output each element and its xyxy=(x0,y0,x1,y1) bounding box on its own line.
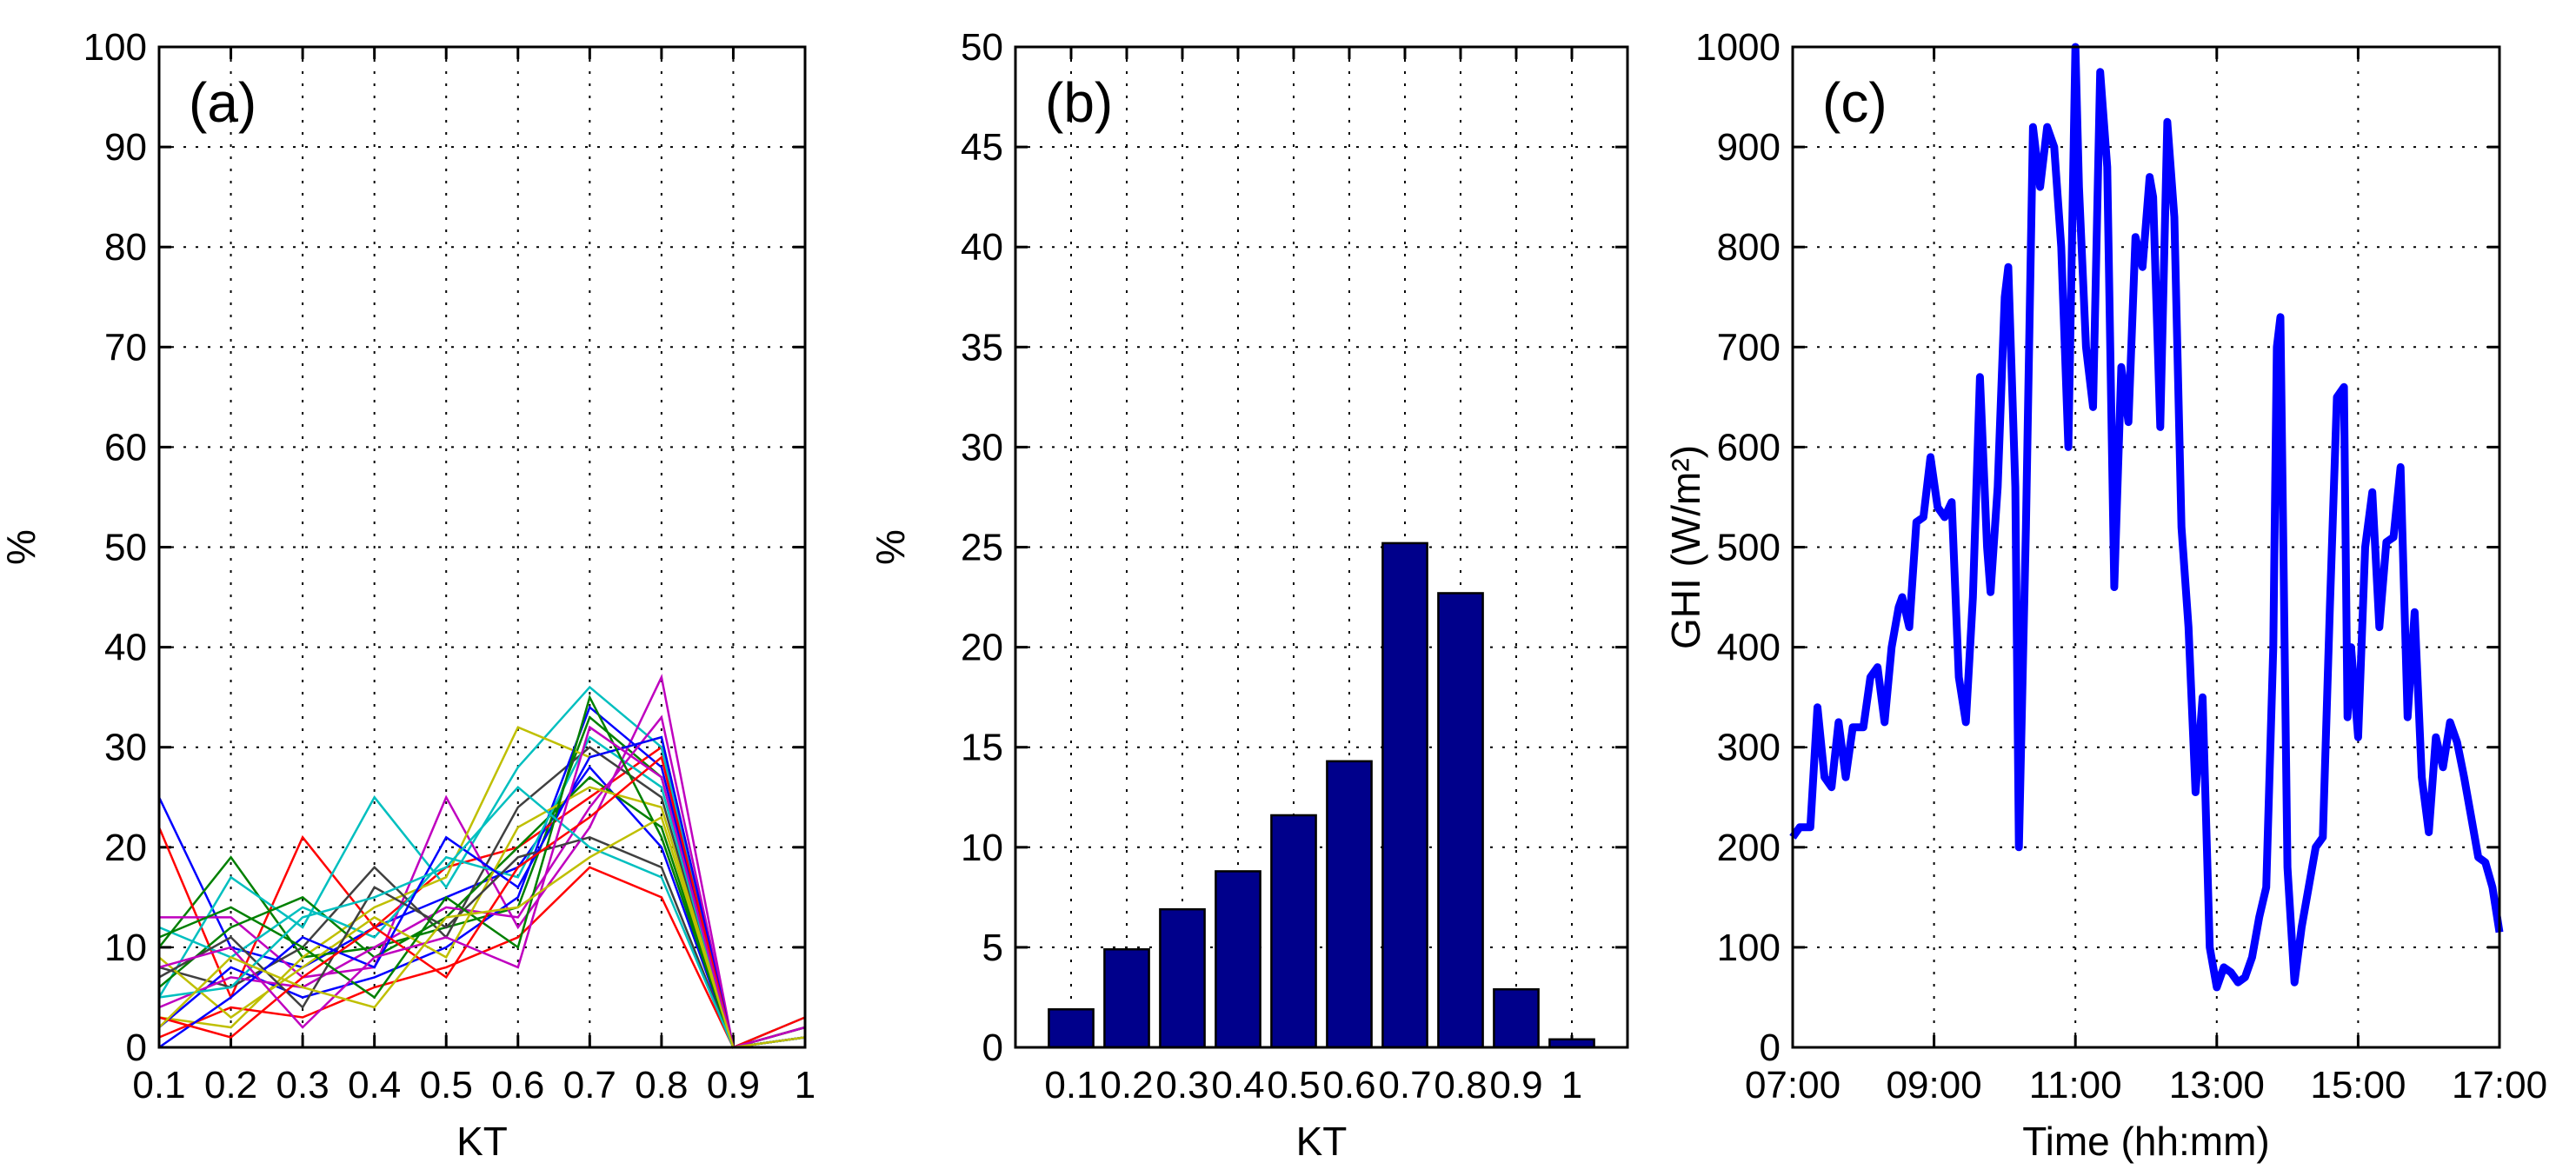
x-tick-label: 17:00 xyxy=(2452,1064,2547,1106)
y-axis-label: GHI (W/m²) xyxy=(1663,445,1708,649)
y-tick-label: 25 xyxy=(961,527,1003,569)
series-line xyxy=(158,775,806,1049)
y-tick-label: 20 xyxy=(961,627,1003,669)
bar xyxy=(1270,814,1317,1049)
x-tick-label: 13:00 xyxy=(2169,1064,2265,1106)
bar xyxy=(1493,987,1540,1049)
bar xyxy=(1437,592,1484,1049)
y-tick-label: 0 xyxy=(982,1027,1003,1069)
bar xyxy=(1159,907,1206,1049)
bar xyxy=(1326,760,1373,1049)
y-tick-label: 80 xyxy=(104,226,147,269)
series-line xyxy=(157,765,806,1049)
y-tick-label: 50 xyxy=(961,26,1003,69)
y-tick-label: 40 xyxy=(104,627,147,669)
x-tick-label: 0.8 xyxy=(1434,1064,1487,1106)
x-tick-label: 09:00 xyxy=(1887,1064,1982,1106)
chart-panel-a: 0 10 20 30 40 50 60 70 80 90 100 0.1 0.2 0.3 0.4 0.5 0.6… xyxy=(0,26,815,1164)
y-tick-label: 100 xyxy=(83,26,147,69)
y-tick-label: 35 xyxy=(961,326,1003,369)
bar xyxy=(1215,870,1261,1049)
series-line xyxy=(158,735,806,1049)
x-tick-label: 0.7 xyxy=(563,1064,616,1106)
x-tick-label: 0.2 xyxy=(1100,1064,1153,1106)
y-tick-label: 500 xyxy=(1717,527,1781,569)
y-axis-label: % xyxy=(868,529,913,565)
y-tick-label: 70 xyxy=(104,326,147,369)
series-line xyxy=(158,725,806,1049)
y-tick-label: 30 xyxy=(104,727,147,769)
x-tick-label: 0.1 xyxy=(1044,1064,1097,1106)
chart-panel-c: 0 100 200 300 400 500 600 700 800 900 1000 07:00 09:… xyxy=(1663,26,2547,1164)
plot-frame xyxy=(1791,45,2501,1049)
series-line xyxy=(158,815,806,1049)
y-tick-label: 0 xyxy=(1760,1027,1781,1069)
x-tick-label: 0.5 xyxy=(420,1064,473,1106)
series-line xyxy=(158,785,806,1049)
y-tick-label: 200 xyxy=(1717,827,1781,869)
x-tick-label: 0.1 xyxy=(132,1064,185,1106)
y-tick-label: 10 xyxy=(104,927,147,969)
series-line xyxy=(158,754,806,1049)
bar xyxy=(1103,947,1150,1049)
y-tick-label: 30 xyxy=(961,426,1003,468)
x-tick-label: 0.4 xyxy=(348,1064,401,1106)
y-tick-label: 300 xyxy=(1717,727,1781,769)
y-tick-label: 45 xyxy=(961,126,1003,169)
x-axis-label: KT xyxy=(1296,1119,1348,1164)
x-tick-label: 1 xyxy=(1561,1064,1582,1106)
x-tick-label: 0.7 xyxy=(1378,1064,1431,1106)
x-tick-label: 1 xyxy=(795,1064,815,1106)
x-tick-label: 15:00 xyxy=(2310,1064,2406,1106)
x-tick-label: 0.5 xyxy=(1267,1064,1320,1106)
x-tick-label: 0.3 xyxy=(1155,1064,1208,1106)
x-tick-label: 0.6 xyxy=(1322,1064,1375,1106)
bar xyxy=(1048,1008,1095,1049)
panel-label: (a) xyxy=(189,71,256,134)
panel-label: (b) xyxy=(1045,71,1113,134)
x-tick-label: 0.2 xyxy=(204,1064,257,1106)
x-tick-label: 0.9 xyxy=(1489,1064,1542,1106)
y-tick-label: 700 xyxy=(1717,326,1781,369)
bar xyxy=(1381,541,1428,1049)
x-tick-label: 0.8 xyxy=(635,1064,688,1106)
ghi-line xyxy=(1789,43,2504,992)
x-tick-label: 0.3 xyxy=(276,1064,329,1106)
y-tick-label: 100 xyxy=(1717,927,1781,969)
y-tick-label: 5 xyxy=(982,927,1003,969)
y-tick-label: 800 xyxy=(1717,226,1781,269)
plot-frame xyxy=(157,45,807,1049)
y-tick-label: 10 xyxy=(961,827,1003,869)
x-tick-label: 0.4 xyxy=(1211,1064,1264,1106)
y-tick-label: 50 xyxy=(104,527,147,569)
y-tick-label: 400 xyxy=(1717,627,1781,669)
series-line xyxy=(158,735,806,1049)
y-tick-label: 40 xyxy=(961,226,1003,269)
plot-frame xyxy=(1014,45,1629,1049)
y-tick-label: 60 xyxy=(104,426,147,468)
x-tick-label: 11:00 xyxy=(2029,1064,2122,1106)
x-tick-label: 0.6 xyxy=(491,1064,544,1106)
y-tick-label: 1000 xyxy=(1695,26,1781,69)
y-tick-label: 90 xyxy=(104,126,147,169)
y-tick-label: 900 xyxy=(1717,126,1781,169)
x-axis-label: KT xyxy=(456,1119,508,1164)
y-tick-label: 600 xyxy=(1717,426,1781,468)
y-tick-label: 15 xyxy=(961,727,1003,769)
x-tick-label: 0.9 xyxy=(707,1064,760,1106)
y-tick-label: 20 xyxy=(104,827,147,869)
y-tick-label: 0 xyxy=(126,1027,147,1069)
x-tick-label: 07:00 xyxy=(1745,1064,1840,1106)
panel-label: (c) xyxy=(1822,71,1887,134)
y-axis-label: % xyxy=(0,529,43,565)
x-axis-label: Time (hh:mm) xyxy=(2022,1119,2270,1164)
